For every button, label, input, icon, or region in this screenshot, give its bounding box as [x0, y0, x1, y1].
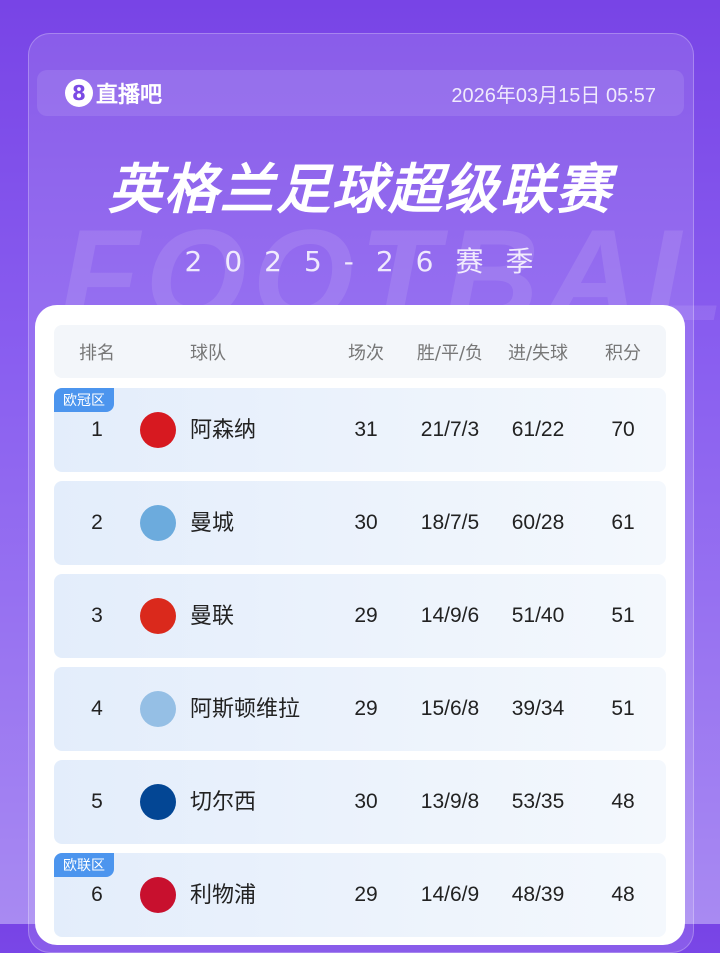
team-crest-icon	[140, 691, 176, 727]
played: 29	[354, 604, 378, 627]
points: 61	[611, 511, 635, 534]
table-row[interactable]: 2 曼城 30 18/7/5 60/28 61	[54, 481, 666, 565]
zone-badge: 欧联区	[54, 853, 114, 877]
played: 31	[354, 418, 378, 441]
team-crest-icon	[140, 412, 176, 448]
wdl: 13/9/8	[420, 790, 480, 813]
played: 30	[354, 511, 378, 534]
team-crest-icon	[140, 598, 176, 634]
team-crest-icon	[140, 784, 176, 820]
team-name[interactable]: 利物浦	[190, 882, 257, 907]
logo-mark: 8	[65, 79, 93, 107]
table-header: 排名 球队 场次 胜/平/负 进/失球 积分	[54, 325, 666, 378]
header-points: 积分	[605, 342, 641, 364]
team-crest-icon	[140, 877, 176, 913]
points: 70	[611, 418, 635, 441]
rank: 5	[91, 790, 103, 813]
team-name[interactable]: 阿斯顿维拉	[190, 696, 301, 721]
table-row[interactable]: 4 阿斯顿维拉 29 15/6/8 39/34 51	[54, 667, 666, 751]
rank: 6	[91, 883, 103, 906]
rank: 3	[91, 604, 103, 627]
page-title: 英格兰足球超级联赛	[108, 158, 612, 221]
wdl: 14/6/9	[420, 883, 480, 906]
wdl: 18/7/5	[420, 511, 480, 534]
wdl: 14/9/6	[420, 604, 480, 627]
goals: 51/40	[511, 604, 565, 627]
season-label: 2025-26赛季	[184, 245, 556, 278]
header-team: 球队	[190, 342, 226, 364]
brand-logo: 8 直播吧	[65, 77, 162, 109]
goals: 53/35	[511, 790, 565, 813]
table-row[interactable]: 欧冠区 1 阿森纳 31 21/7/3 61/22 70	[54, 388, 666, 472]
goals: 60/28	[511, 511, 565, 534]
timestamp: 2026年03月15日 05:57	[451, 84, 656, 107]
wdl: 15/6/8	[420, 697, 480, 720]
table-row[interactable]: 欧联区 6 利物浦 29 14/6/9 48/39 48	[54, 853, 666, 937]
wdl: 21/7/3	[420, 418, 480, 441]
team-name[interactable]: 曼联	[190, 603, 235, 628]
table-row[interactable]: 5 切尔西 30 13/9/8 53/35 48	[54, 760, 666, 844]
header-wdl: 胜/平/负	[416, 342, 484, 364]
points: 48	[611, 883, 635, 906]
points: 51	[611, 697, 635, 720]
zone-badge: 欧冠区	[54, 388, 114, 412]
top-bar: 8 直播吧 2026年03月15日 05:57	[37, 70, 684, 116]
played: 29	[354, 883, 378, 906]
goals: 39/34	[511, 697, 565, 720]
team-name[interactable]: 切尔西	[190, 789, 257, 814]
points: 51	[611, 604, 635, 627]
logo-text: 直播吧	[96, 83, 163, 108]
team-name[interactable]: 阿森纳	[190, 417, 257, 442]
table-row[interactable]: 3 曼联 29 14/9/6 51/40 51	[54, 574, 666, 658]
rank: 4	[91, 697, 103, 720]
header-rank: 排名	[79, 342, 115, 364]
goals: 48/39	[511, 883, 565, 906]
rank: 2	[91, 511, 103, 534]
team-crest-icon	[140, 505, 176, 541]
played: 30	[354, 790, 378, 813]
header-played: 场次	[348, 342, 384, 364]
goals: 61/22	[511, 418, 565, 441]
points: 48	[611, 790, 635, 813]
played: 29	[354, 697, 378, 720]
team-name[interactable]: 曼城	[190, 510, 235, 535]
rank: 1	[91, 418, 103, 441]
header-goals: 进/失球	[507, 342, 569, 364]
